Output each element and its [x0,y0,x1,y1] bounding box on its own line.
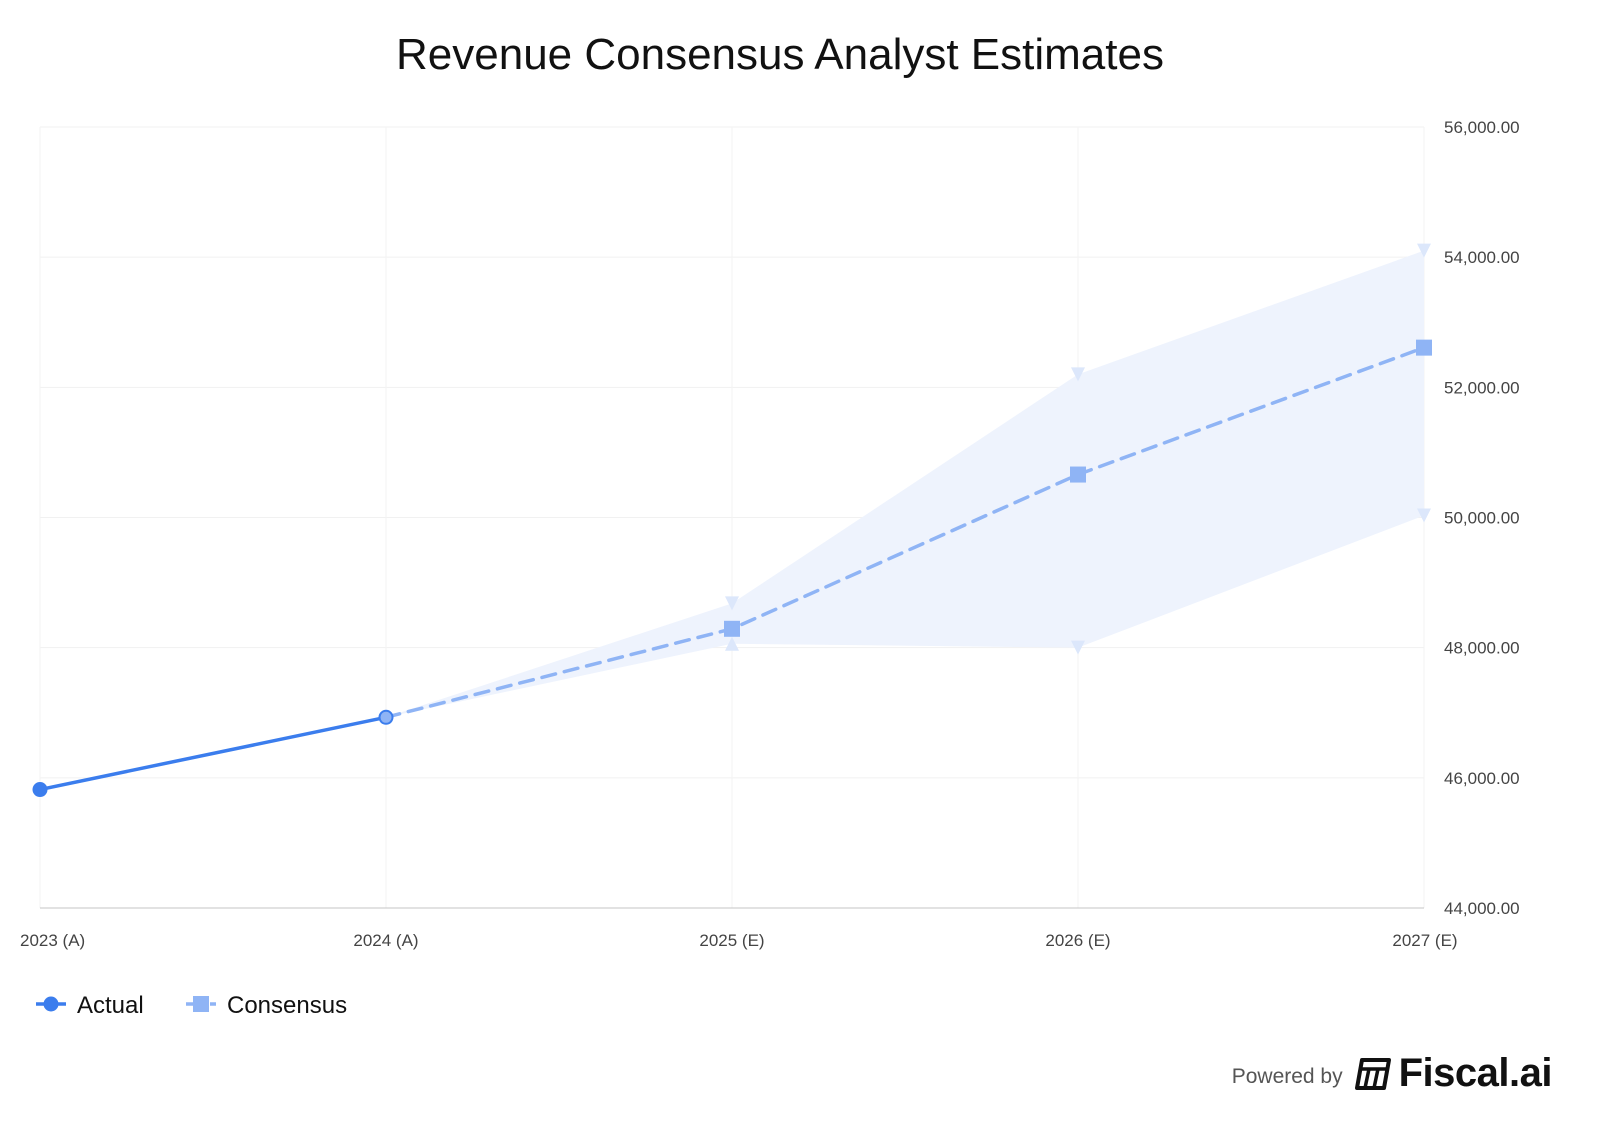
range-high-marker [1071,367,1085,382]
y-tick-label: 48,000.00 [1444,639,1520,658]
powered-by-label: Powered by [1231,1064,1343,1088]
legend: Actual Consensus [36,992,347,1019]
actual-point [378,709,394,725]
actual-point [32,782,48,798]
y-tick-label: 46,000.00 [1444,769,1520,788]
consensus-point [1416,339,1432,356]
y-tick-label: 56,000.00 [1444,118,1520,137]
series [32,339,1432,798]
consensus-point [724,620,740,637]
x-tick-label: 2026 (E) [1045,931,1110,950]
range-low-marker [1417,508,1431,523]
x-tick-label: 2023 (A) [20,931,85,950]
range-high-marker [725,596,739,611]
legend-actual-label: Actual [77,992,144,1019]
estimate-range-band [386,250,1424,718]
y-tick-label: 50,000.00 [1444,509,1520,528]
powered-by-footer[interactable]: Powered by Fiscal.ai [1231,1051,1553,1096]
consensus-point [1070,466,1086,483]
estimate-range [386,243,1431,718]
legend-consensus-label: Consensus [227,992,347,1019]
axes: 44,000.00 46,000.00 48,000.00 50,000.00 52,0… [20,118,1520,950]
legend-consensus-marker [193,996,209,1012]
legend-actual-marker [43,996,59,1012]
y-tick-label: 52,000.00 [1444,378,1520,397]
y-tick-label: 54,000.00 [1444,248,1520,267]
x-tick-label: 2025 (E) [699,931,764,950]
range-low-marker [1071,640,1085,655]
actual-line [38,715,388,792]
consensus-line [384,345,1426,720]
range-low-marker [725,636,739,651]
fiscal-brand-name: Fiscal.ai [1398,1051,1553,1095]
y-tick-label: 44,000.00 [1444,899,1520,918]
x-tick-label: 2024 (A) [353,931,418,950]
x-tick-label: 2027 (E) [1392,931,1457,950]
fiscal-logo-icon [1354,1057,1391,1090]
range-high-marker [1417,243,1431,258]
chart-title: Revenue Consensus Analyst Estimates [396,30,1164,79]
